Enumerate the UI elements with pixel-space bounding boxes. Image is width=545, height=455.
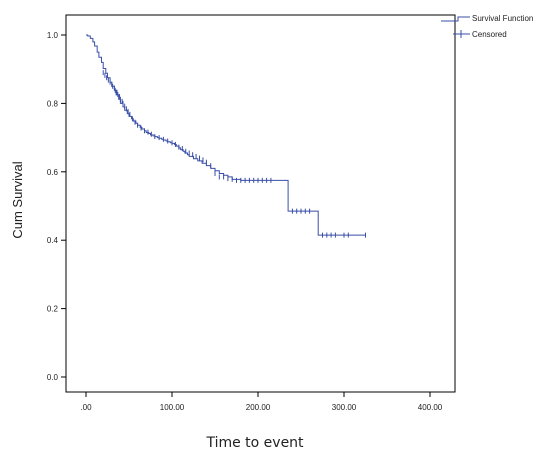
y-axis-title: Cum Survival [10, 161, 25, 238]
x-axis-ticks: .00 100.00 200.00 300.00 400.00 [80, 392, 443, 412]
legend-censored-label: Censored [472, 30, 507, 39]
y-tick-label: 0.4 [47, 236, 59, 245]
y-tick-label: 0.6 [47, 168, 59, 177]
y-axis-ticks: 0.0 0.2 0.4 0.6 0.8 1.0 [47, 31, 66, 382]
x-tick-label: 200.00 [246, 403, 271, 412]
legend-survival-label: Survival Function [472, 14, 533, 23]
legend: Survival Function Censored [441, 14, 533, 39]
y-tick-label: 0.8 [47, 99, 59, 108]
legend-survival-swatch [441, 16, 470, 22]
y-tick-label: 1.0 [47, 31, 59, 40]
plot-frame [65, 14, 456, 393]
censor-marks [102, 70, 366, 238]
x-tick-label: 400.00 [418, 403, 443, 412]
y-tick-label: 0.0 [47, 373, 59, 382]
x-tick-label: 100.00 [160, 403, 185, 412]
x-axis-title: Time to event [205, 435, 304, 451]
y-tick-label: 0.2 [47, 305, 59, 314]
x-tick-label: 300.00 [332, 403, 357, 412]
x-tick-label: .00 [80, 403, 92, 412]
